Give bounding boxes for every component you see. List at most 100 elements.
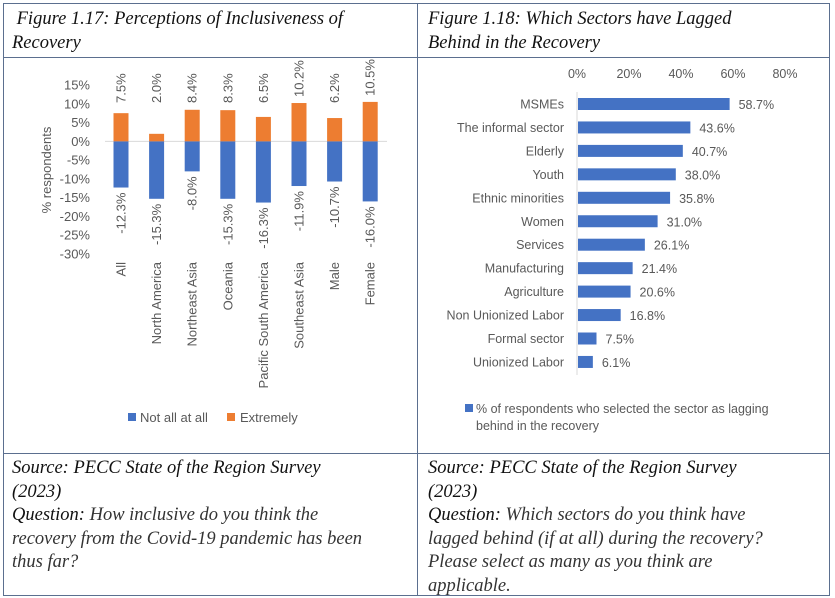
legend-label-extremely: Extremely — [240, 410, 298, 425]
data-label: 31.0% — [667, 215, 702, 229]
bar-extremely — [149, 133, 165, 142]
left-question-label: Question: — [12, 505, 85, 525]
category-label: Manufacturing — [485, 262, 564, 276]
right-caption-line-1: Figure 1.18: Which Sectors have Lagged — [428, 9, 732, 29]
y-tick-label: -5% — [67, 153, 91, 168]
data-label-extremely: 10.5% — [363, 59, 378, 96]
data-label-extremely: 10.2% — [292, 60, 307, 97]
y-tick-label: -10% — [60, 171, 91, 186]
category-label: Pacific South America — [256, 261, 271, 388]
x-tick-label: 60% — [720, 67, 745, 81]
left-source-note: Source: PECC State of the Region Survey … — [12, 457, 362, 575]
bar-sector — [578, 262, 633, 275]
category-label: Female — [363, 262, 378, 305]
right-question-text-3: Please select as many as you think are — [428, 552, 713, 572]
bar-extremely — [362, 101, 378, 142]
category-label: Agriculture — [504, 285, 564, 299]
data-label-not-at-all: -8.0% — [185, 176, 200, 210]
category-label: North America — [149, 261, 164, 344]
data-label: 58.7% — [739, 98, 774, 112]
legend: % of respondents who selected the sector… — [465, 402, 769, 433]
legend-label-not-at-all: Not all at all — [140, 410, 208, 425]
data-label-extremely: 6.5% — [256, 73, 271, 103]
inclusiveness-chart: % respondents 15% 10% 5% 0% -5% -10% -15% -20% -… — [39, 59, 387, 425]
category-label: Ethnic minorities — [472, 191, 564, 205]
bar-sector — [578, 215, 658, 228]
x-tick-label: 40% — [668, 67, 693, 81]
right-source-line-2: (2023) — [428, 481, 478, 502]
data-label-not-at-all: -10.7% — [327, 186, 342, 228]
data-label: 26.1% — [654, 239, 689, 253]
left-question-text-3: thus far? — [12, 552, 79, 572]
bar-not-at-all — [362, 141, 378, 202]
left-source-line-2: (2023) — [12, 481, 62, 502]
y-tick-label: -30% — [60, 247, 91, 262]
y-axis-label: % respondents — [39, 126, 54, 213]
bar-sector — [578, 285, 631, 298]
data-label: 40.7% — [692, 145, 727, 159]
legend: Not all at all Extremely — [128, 410, 298, 425]
legend-swatch-not-at-all — [128, 413, 136, 421]
category-label: MSMEs — [520, 98, 564, 112]
category-label: Unionized Labor — [473, 355, 564, 369]
lagging-sectors-chart: 0% 20% 40% 60% 80% MSMEs The informal sector E… — [447, 67, 798, 433]
bar-sector — [578, 191, 671, 204]
right-question-text-1: Which sectors do you think have — [500, 505, 746, 525]
data-label-extremely: 6.2% — [327, 73, 342, 103]
category-label: Services — [516, 238, 564, 252]
data-label: 7.5% — [606, 333, 635, 347]
left-question-text-1: How inclusive do you think the — [84, 505, 319, 525]
data-label-extremely: 2.0% — [149, 73, 164, 103]
y-tick-label: 15% — [64, 78, 90, 93]
data-label: 6.1% — [602, 356, 631, 370]
right-question: Question: Which sectors do you think hav… — [428, 504, 763, 528]
data-label-not-at-all: -12.3% — [114, 192, 129, 234]
bar-sector — [578, 355, 593, 368]
bar-not-at-all — [291, 141, 307, 187]
caption-row-divider — [3, 57, 830, 58]
bar-sector — [578, 238, 645, 251]
category-label: Southeast Asia — [292, 261, 307, 348]
bar-extremely — [113, 113, 129, 142]
y-tick-label: 10% — [64, 96, 90, 111]
category-label: Non Unionized Labor — [447, 309, 564, 323]
bar-extremely — [255, 116, 271, 142]
bar-extremely — [220, 110, 236, 142]
bar-not-at-all — [327, 141, 343, 182]
bar-extremely — [291, 103, 307, 142]
x-tick-label: 0% — [568, 67, 586, 81]
category-label: Elderly — [526, 144, 565, 158]
right-source-note: Source: PECC State of the Region Survey … — [428, 457, 763, 598]
bar-extremely — [327, 118, 343, 142]
y-tick-label: -20% — [60, 209, 91, 224]
legend-swatch-extremely — [227, 413, 235, 421]
data-label: 16.8% — [630, 309, 665, 323]
x-tick-label: 20% — [616, 67, 641, 81]
data-label: 35.8% — [679, 192, 714, 206]
category-label: All — [114, 262, 129, 277]
bar-not-at-all — [149, 141, 165, 199]
bar-sector — [578, 168, 676, 181]
right-question-text-2: lagged behind (if at all) during the rec… — [428, 528, 763, 549]
left-caption-line-1: Figure 1.17: Perceptions of Inclusivenes… — [12, 9, 344, 29]
figure-table-frame — [3, 3, 830, 596]
bar-sector — [578, 98, 730, 110]
category-label: Women — [521, 215, 564, 229]
data-label: 21.4% — [642, 262, 677, 276]
bar-sector — [578, 309, 621, 322]
category-label: Formal sector — [488, 332, 564, 346]
left-figure-caption: Figure 1.17: Perceptions of Inclusivenes… — [12, 8, 343, 55]
y-tick-label: -15% — [60, 190, 91, 205]
data-label-not-at-all: -16.0% — [363, 206, 378, 248]
bar-sector — [578, 332, 597, 345]
bar-sector — [578, 144, 683, 157]
data-label-not-at-all: -16.3% — [256, 207, 271, 249]
bar-not-at-all — [255, 141, 271, 203]
bar-not-at-all — [184, 141, 200, 172]
right-question-label: Question: — [428, 505, 501, 525]
source-row-divider — [3, 453, 830, 454]
right-source-line-1: Source: PECC State of the Region Survey — [428, 458, 737, 478]
data-label-extremely: 7.5% — [114, 73, 129, 103]
column-divider — [417, 3, 418, 596]
bar-extremely — [184, 109, 200, 142]
